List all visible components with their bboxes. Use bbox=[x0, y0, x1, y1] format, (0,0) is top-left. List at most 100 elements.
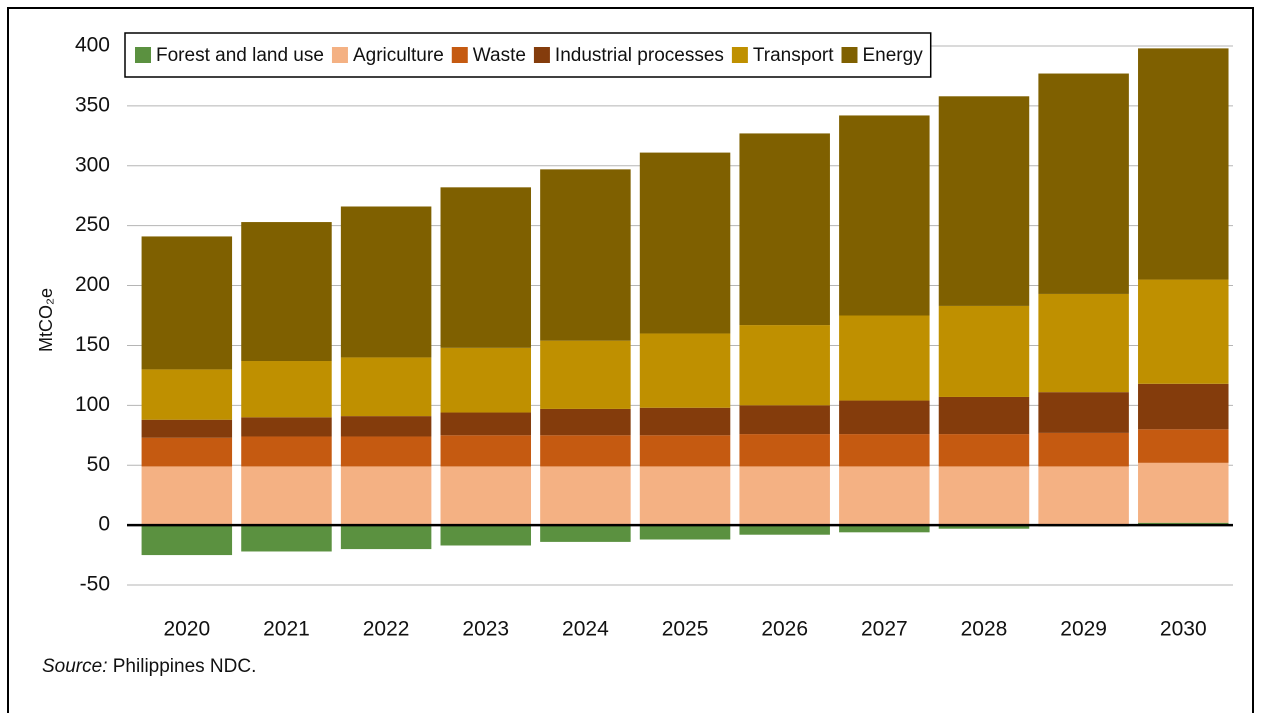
legend-swatch bbox=[135, 47, 151, 63]
legend-swatch bbox=[841, 47, 858, 63]
bar-segment bbox=[1138, 279, 1229, 384]
bar-segment bbox=[540, 169, 631, 341]
bar-segment bbox=[739, 466, 830, 526]
bar-segment bbox=[540, 466, 631, 526]
bar-segment bbox=[739, 133, 830, 326]
bar-segment bbox=[639, 407, 731, 436]
bar-segment bbox=[1038, 392, 1129, 433]
bar-segment bbox=[639, 435, 731, 467]
bar-segment bbox=[141, 419, 233, 438]
bar-segment bbox=[938, 96, 1030, 306]
bar-segment bbox=[540, 340, 631, 409]
bar-segment bbox=[1038, 293, 1129, 393]
x-tick-label: 2021 bbox=[263, 618, 310, 641]
y-tick-label: 400 bbox=[75, 34, 110, 57]
bar-segment bbox=[839, 434, 930, 467]
bar-segment bbox=[639, 152, 731, 334]
bar-segment bbox=[938, 305, 1030, 397]
bar-segment bbox=[340, 436, 432, 467]
legend-label: Transport bbox=[753, 45, 834, 66]
bar-segment bbox=[440, 525, 532, 546]
bar-segment bbox=[241, 222, 332, 362]
bar-segment bbox=[839, 315, 930, 401]
bar-segment bbox=[739, 434, 830, 467]
legend-box bbox=[124, 32, 932, 78]
bar-segment bbox=[340, 206, 432, 358]
source-text: Philippines NDC. bbox=[107, 656, 256, 677]
bar-segment bbox=[540, 408, 631, 436]
legend: Forest and land use Agriculture Waste Indus… bbox=[124, 32, 932, 78]
bar-segment bbox=[241, 417, 332, 437]
bar-segment bbox=[141, 466, 233, 526]
plot: -50 0 50 100 150 200 250 300 350 400 2020 2021 2022 2… bbox=[75, 34, 1233, 641]
x-tick-label: 2029 bbox=[1060, 618, 1107, 641]
legend-label: Waste bbox=[473, 45, 526, 66]
bar-segment bbox=[739, 325, 830, 406]
bar-segment bbox=[839, 400, 930, 435]
x-tick-label: 2028 bbox=[961, 618, 1008, 641]
source-label: Source: bbox=[42, 656, 107, 677]
bar-segment bbox=[839, 466, 930, 526]
x-tick-label: 2024 bbox=[562, 618, 609, 641]
legend-label: Industrial processes bbox=[555, 45, 724, 66]
y-tick-label: 250 bbox=[75, 213, 110, 236]
x-tick-label: 2026 bbox=[761, 618, 808, 641]
bar-segment bbox=[839, 115, 930, 316]
y-axis-label: MtCO₂e bbox=[36, 288, 56, 352]
bar-segment bbox=[241, 466, 332, 526]
bar-segment bbox=[639, 333, 731, 408]
x-tick-label: 2022 bbox=[363, 618, 410, 641]
y-tick-label: 200 bbox=[75, 273, 110, 296]
bar-segment bbox=[440, 347, 532, 413]
legend-label: Energy bbox=[863, 45, 924, 66]
bar-segment bbox=[340, 466, 432, 526]
bar-segment bbox=[141, 369, 233, 420]
bar-segment bbox=[1138, 383, 1229, 430]
bar-segment bbox=[839, 525, 930, 533]
bar-segment bbox=[938, 466, 1030, 526]
y-tick-label: 350 bbox=[75, 93, 110, 116]
x-tick-label: 2023 bbox=[462, 618, 509, 641]
y-tick-label: 300 bbox=[75, 153, 110, 176]
bar-segment bbox=[639, 466, 731, 526]
bar-segment bbox=[938, 434, 1030, 467]
x-tick-label: 2030 bbox=[1160, 618, 1207, 641]
bar-segment bbox=[440, 435, 532, 467]
y-tick-label: -50 bbox=[80, 573, 110, 596]
bar-segment bbox=[1038, 73, 1129, 294]
bar-segment bbox=[340, 525, 432, 550]
bar-segment bbox=[1138, 48, 1229, 280]
bar-segment bbox=[1038, 466, 1129, 526]
bar-segment bbox=[141, 525, 233, 556]
bar-segment bbox=[639, 525, 731, 540]
bar-segment bbox=[141, 437, 233, 467]
bar-segment bbox=[1138, 429, 1229, 463]
source: Source: Philippines NDC. bbox=[42, 656, 256, 677]
bar-segment bbox=[739, 405, 830, 435]
bar-segment bbox=[440, 466, 532, 526]
bar-segment bbox=[241, 525, 332, 552]
legend-label: Agriculture bbox=[353, 45, 444, 66]
legend-label: Forest and land use bbox=[156, 45, 324, 66]
y-tick-label: 100 bbox=[75, 393, 110, 416]
x-tick-label: 2027 bbox=[861, 618, 908, 641]
bar-segment bbox=[540, 525, 631, 542]
legend-swatch bbox=[451, 47, 468, 63]
x-tick-label: 2025 bbox=[662, 618, 709, 641]
bar-segment bbox=[938, 525, 1030, 529]
bar-segment bbox=[739, 525, 830, 535]
frame bbox=[7, 7, 1254, 718]
legend-swatch bbox=[331, 47, 348, 63]
bar-segment bbox=[938, 396, 1030, 435]
bar-segment bbox=[141, 236, 233, 370]
bar-segment bbox=[440, 412, 532, 436]
y-tick-label: 150 bbox=[75, 333, 110, 356]
bar-segment bbox=[440, 187, 532, 348]
bar-segment bbox=[1138, 462, 1229, 523]
bar-segment bbox=[241, 436, 332, 467]
bar-segment bbox=[1038, 432, 1129, 467]
legend-swatch bbox=[731, 47, 748, 63]
bar-segment bbox=[540, 435, 631, 467]
